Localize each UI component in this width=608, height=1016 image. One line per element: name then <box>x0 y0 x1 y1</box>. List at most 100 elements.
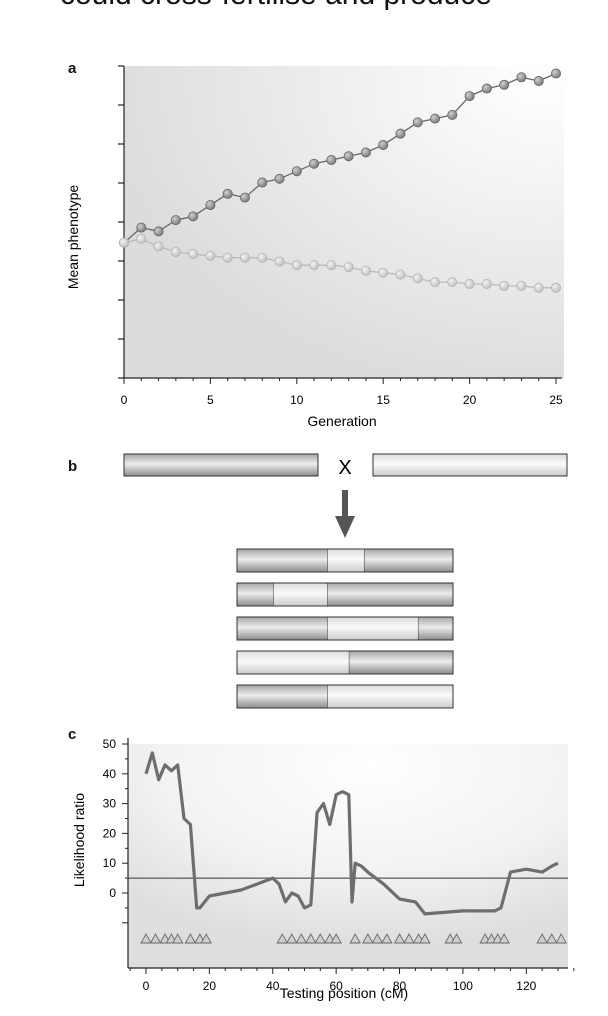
panel-a-data-point <box>257 252 268 263</box>
offspring-chromosome <box>236 684 454 709</box>
marker-triangle <box>149 933 162 944</box>
panel-a-data-point <box>136 222 147 233</box>
panel-c-y-tick-label: 30 <box>103 797 117 811</box>
panel-c-x-tick-label: 80 <box>393 979 407 993</box>
marker-triangle <box>171 933 184 944</box>
panel-b-label: b <box>68 458 78 475</box>
panel-c-y-tick-label: 10 <box>103 856 117 870</box>
panel-c-x-tick-label: 40 <box>266 979 280 993</box>
panel-c-chart: 0 10 20 30 40 50 0 20 40 60 80 100 120 Likelihood ra… <box>71 737 575 1001</box>
panel-a-data-point <box>188 248 199 259</box>
panel-a-data-point <box>153 226 164 237</box>
panel-a-data-point <box>412 117 423 128</box>
chromosome-segment-dark <box>327 583 453 606</box>
panel-a-data-point <box>205 250 216 261</box>
panel-c-xlabel: Testing position (cM) <box>280 985 408 1001</box>
chromosome-segment-dark <box>237 617 328 640</box>
panel-a-plot-background <box>124 66 564 378</box>
panel-a-data-point <box>222 188 233 199</box>
chromosome-segment-light <box>327 617 419 640</box>
panel-a-data-point <box>360 265 371 276</box>
likelihood-ratio-curve <box>144 751 559 916</box>
panel-c-plot-background <box>128 744 568 968</box>
panel-c-x-tick-label: 120 <box>516 979 536 993</box>
marker-triangle <box>403 933 415 944</box>
chromosome-segment-light <box>327 685 453 708</box>
panel-c-x-tick-label: 20 <box>203 979 217 993</box>
cross-arrow <box>335 490 355 538</box>
panel-a-data-point <box>239 192 250 203</box>
chromosome-segment-dark <box>349 651 453 674</box>
panel-a-x-tick-label: 15 <box>377 393 391 407</box>
panel-c-y-tick-label: 0 <box>109 886 116 900</box>
panel-a-data-point <box>499 280 510 291</box>
panel-a-data-point <box>153 241 164 252</box>
offspring-chromosome <box>236 582 454 607</box>
marker-triangle <box>362 933 374 944</box>
panel-a-data-point <box>395 269 406 280</box>
panel-a-data-point <box>516 72 527 83</box>
offspring-chromosome <box>236 650 454 675</box>
panel-c-ylabel: Likelihood ratio <box>71 793 87 887</box>
chromosome-outline <box>236 582 454 607</box>
panel-a-xlabel: Generation <box>307 413 376 429</box>
panel-a-data-point <box>360 147 371 158</box>
panel-a-x-tick-label: 10 <box>290 393 304 407</box>
panel-a-data-point <box>326 260 337 271</box>
cross-symbol: X <box>338 457 351 479</box>
panel-c-label: c <box>68 726 77 743</box>
panel-a-data-point <box>326 154 337 165</box>
panel-a-data-point <box>274 173 285 184</box>
panel-a-data-point <box>464 91 475 102</box>
page-heading-fragment: could cross-fertilise and produce <box>60 0 492 12</box>
marker-triangle <box>371 933 384 944</box>
parent-chromosome-dark <box>123 453 319 477</box>
marker-triangle <box>536 933 548 944</box>
panel-a-data-point <box>430 277 441 288</box>
panel-a-data-point <box>239 252 250 263</box>
panel-a-data-point <box>170 247 181 258</box>
chromosome-segment-dark <box>237 685 328 708</box>
panel-c-y-tick-label: 50 <box>103 737 117 751</box>
panel-a-ylabel: Mean phenotype <box>65 185 81 290</box>
panel-a-data-point <box>309 260 320 271</box>
chromosome-outline <box>236 684 454 709</box>
panel-a-data-point <box>309 158 320 169</box>
panel-c-x-tick-label: 100 <box>453 979 473 993</box>
panel-a-data-point <box>170 215 181 226</box>
panel-b-diagram: X <box>123 453 568 709</box>
panel-a-data-point <box>136 233 147 244</box>
chromosome-outline <box>236 616 454 641</box>
panel-a-data-point <box>551 68 562 79</box>
panel-a-x-tick-label: 25 <box>549 393 563 407</box>
marker-triangle <box>545 933 558 944</box>
panel-a-data-point <box>430 113 441 124</box>
panel-a-data-point <box>257 177 268 188</box>
panel-a-data-point <box>395 128 406 139</box>
offspring-chromosome <box>236 616 454 641</box>
panel-a-data-point <box>533 282 544 293</box>
panel-a-data-point <box>412 273 423 284</box>
chromosome-outline <box>236 650 454 675</box>
panel-a-data-point <box>222 252 233 263</box>
chromosome-segment-dark <box>237 549 328 572</box>
panel-a-x-tick-label: 5 <box>207 393 214 407</box>
marker-triangle <box>305 933 317 944</box>
panel-a-data-point <box>188 211 199 222</box>
marker-triangle <box>349 933 361 944</box>
panel-c-y-tick-label: 20 <box>103 826 117 840</box>
marker-triangle <box>330 933 342 944</box>
marker-triangle <box>381 933 393 944</box>
panel-a-data-point <box>343 151 354 162</box>
panel-a-data-point <box>533 76 544 87</box>
panel-a-x-tick-label: 0 <box>121 393 128 407</box>
marker-triangle <box>450 933 463 944</box>
panel-a-data-point <box>481 279 492 290</box>
panel-a-label: a <box>68 60 77 77</box>
panel-a-data-point <box>464 279 475 290</box>
marker-triangle <box>555 933 567 944</box>
panel-a-data-point <box>378 267 389 278</box>
panel-c-y-tick-label: 40 <box>103 767 117 781</box>
marker-triangle <box>200 933 212 944</box>
marker-triangle <box>295 933 308 944</box>
